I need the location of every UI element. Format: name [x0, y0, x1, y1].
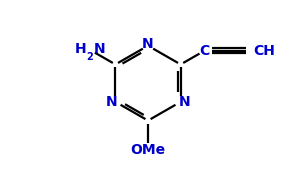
Text: OMe: OMe — [130, 143, 166, 157]
Text: N: N — [106, 95, 117, 109]
Text: CH: CH — [253, 44, 275, 58]
Text: H: H — [74, 42, 86, 56]
Text: C: C — [200, 44, 210, 58]
Text: N: N — [142, 37, 154, 51]
Text: N: N — [94, 42, 106, 56]
Text: 2: 2 — [86, 52, 93, 62]
Text: N: N — [179, 95, 191, 109]
